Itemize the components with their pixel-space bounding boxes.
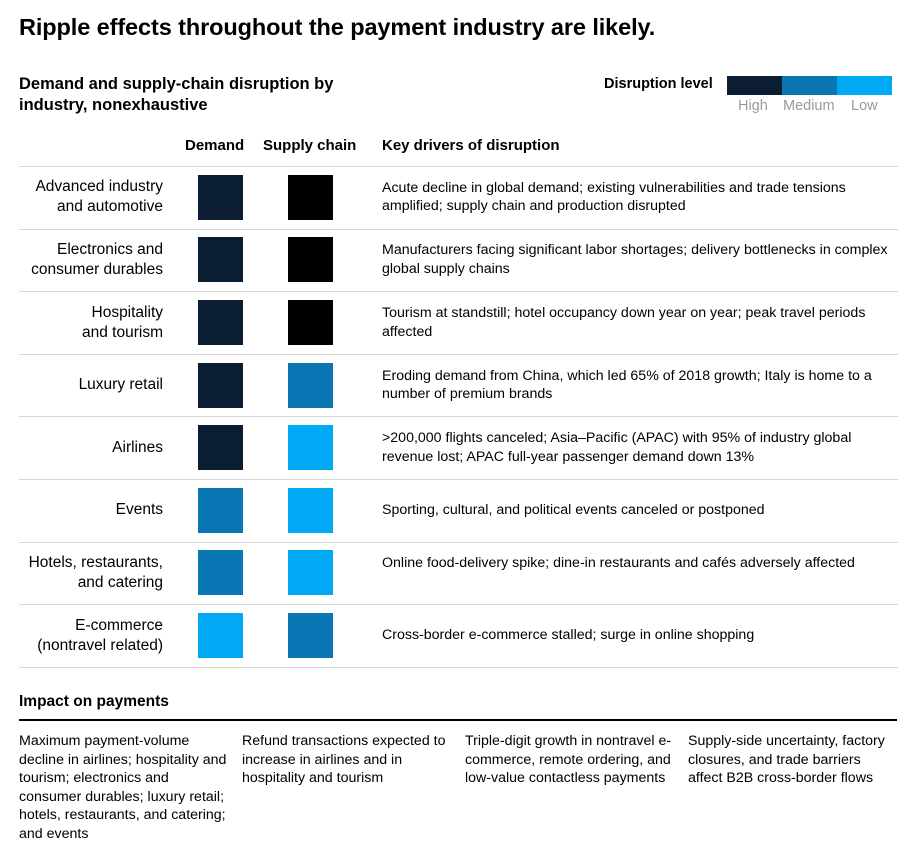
driver-text: Online food-delivery spike; dine-in rest… bbox=[382, 555, 855, 572]
supply-chain-cell bbox=[288, 300, 333, 345]
demand-cell bbox=[198, 550, 243, 596]
row-label: Luxury retail bbox=[78, 376, 163, 394]
driver-text: Cross-border e-commerce stalled; surge i… bbox=[382, 627, 755, 644]
column-header-demand: Demand bbox=[185, 137, 245, 154]
demand-cell bbox=[198, 174, 243, 220]
supply-chain-cell bbox=[288, 487, 333, 533]
demand-cell bbox=[198, 300, 243, 345]
impact-item: Maximum payment-volume decline in airlin… bbox=[19, 733, 227, 842]
legend-tick-low: Low bbox=[851, 98, 878, 114]
impact-item: Refund transactions expected to increase… bbox=[242, 733, 446, 786]
row-divider bbox=[19, 479, 898, 480]
row-divider bbox=[19, 604, 898, 606]
demand-cell bbox=[198, 613, 243, 658]
row-divider bbox=[19, 666, 898, 668]
driver-text: >200,000 flights canceled; Asia–Pacific … bbox=[382, 430, 852, 465]
row-label: Advanced industry and automotive bbox=[35, 178, 163, 216]
row-divider bbox=[19, 166, 898, 167]
impact-item: Triple-digit growth in nontravel e-comme… bbox=[465, 733, 672, 786]
supply-chain-cell bbox=[288, 550, 333, 596]
driver-text: Manufacturers facing significant labor s… bbox=[382, 242, 888, 277]
supply-chain-cell bbox=[288, 237, 333, 283]
demand-cell bbox=[198, 425, 243, 471]
row-divider bbox=[19, 228, 898, 230]
impact-title: Impact on payments bbox=[19, 693, 169, 710]
supply-chain-cell bbox=[288, 362, 333, 408]
legend-tick-high: High bbox=[738, 98, 768, 114]
driver-text: Sporting, cultural, and political events… bbox=[382, 502, 765, 519]
chart-subtitle: Demand and supply-chain disruption by in… bbox=[19, 75, 334, 114]
legend-swatch-high bbox=[727, 76, 782, 95]
chart-title: Ripple effects throughout the payment in… bbox=[19, 14, 656, 40]
legend-tick-medium: Medium bbox=[783, 98, 835, 114]
column-header-drivers: Key drivers of disruption bbox=[382, 137, 560, 154]
row-label: Electronics and consumer durables bbox=[31, 240, 163, 278]
row-label: Events bbox=[115, 501, 163, 519]
supply-chain-cell bbox=[288, 425, 333, 471]
row-divider bbox=[19, 291, 898, 293]
demand-cell bbox=[198, 237, 243, 283]
row-divider bbox=[19, 541, 898, 543]
supply-chain-cell bbox=[288, 613, 333, 658]
driver-text: Eroding demand from China, which led 65%… bbox=[382, 367, 872, 403]
demand-cell bbox=[198, 487, 243, 533]
demand-cell bbox=[198, 362, 243, 408]
row-label: Hotels, restaurants, and catering bbox=[28, 553, 163, 591]
driver-text: Acute decline in global demand; existing… bbox=[382, 179, 846, 215]
row-divider bbox=[19, 353, 898, 355]
impact-item: Supply-side uncertainty, factory closure… bbox=[688, 733, 885, 786]
row-label: Hospitality and tourism bbox=[82, 303, 163, 341]
legend-swatch-medium bbox=[782, 76, 837, 95]
row-label: E-commerce (nontravel related) bbox=[37, 616, 163, 654]
legend-label: Disruption level bbox=[604, 76, 713, 92]
legend-swatch-low bbox=[837, 76, 892, 95]
impact-divider bbox=[19, 719, 897, 721]
row-label: Airlines bbox=[112, 438, 163, 456]
column-header-supply-chain: Supply chain bbox=[263, 137, 357, 154]
driver-text: Tourism at standstill; hotel occupancy d… bbox=[382, 305, 866, 340]
supply-chain-cell bbox=[288, 174, 333, 220]
row-divider bbox=[19, 416, 898, 418]
